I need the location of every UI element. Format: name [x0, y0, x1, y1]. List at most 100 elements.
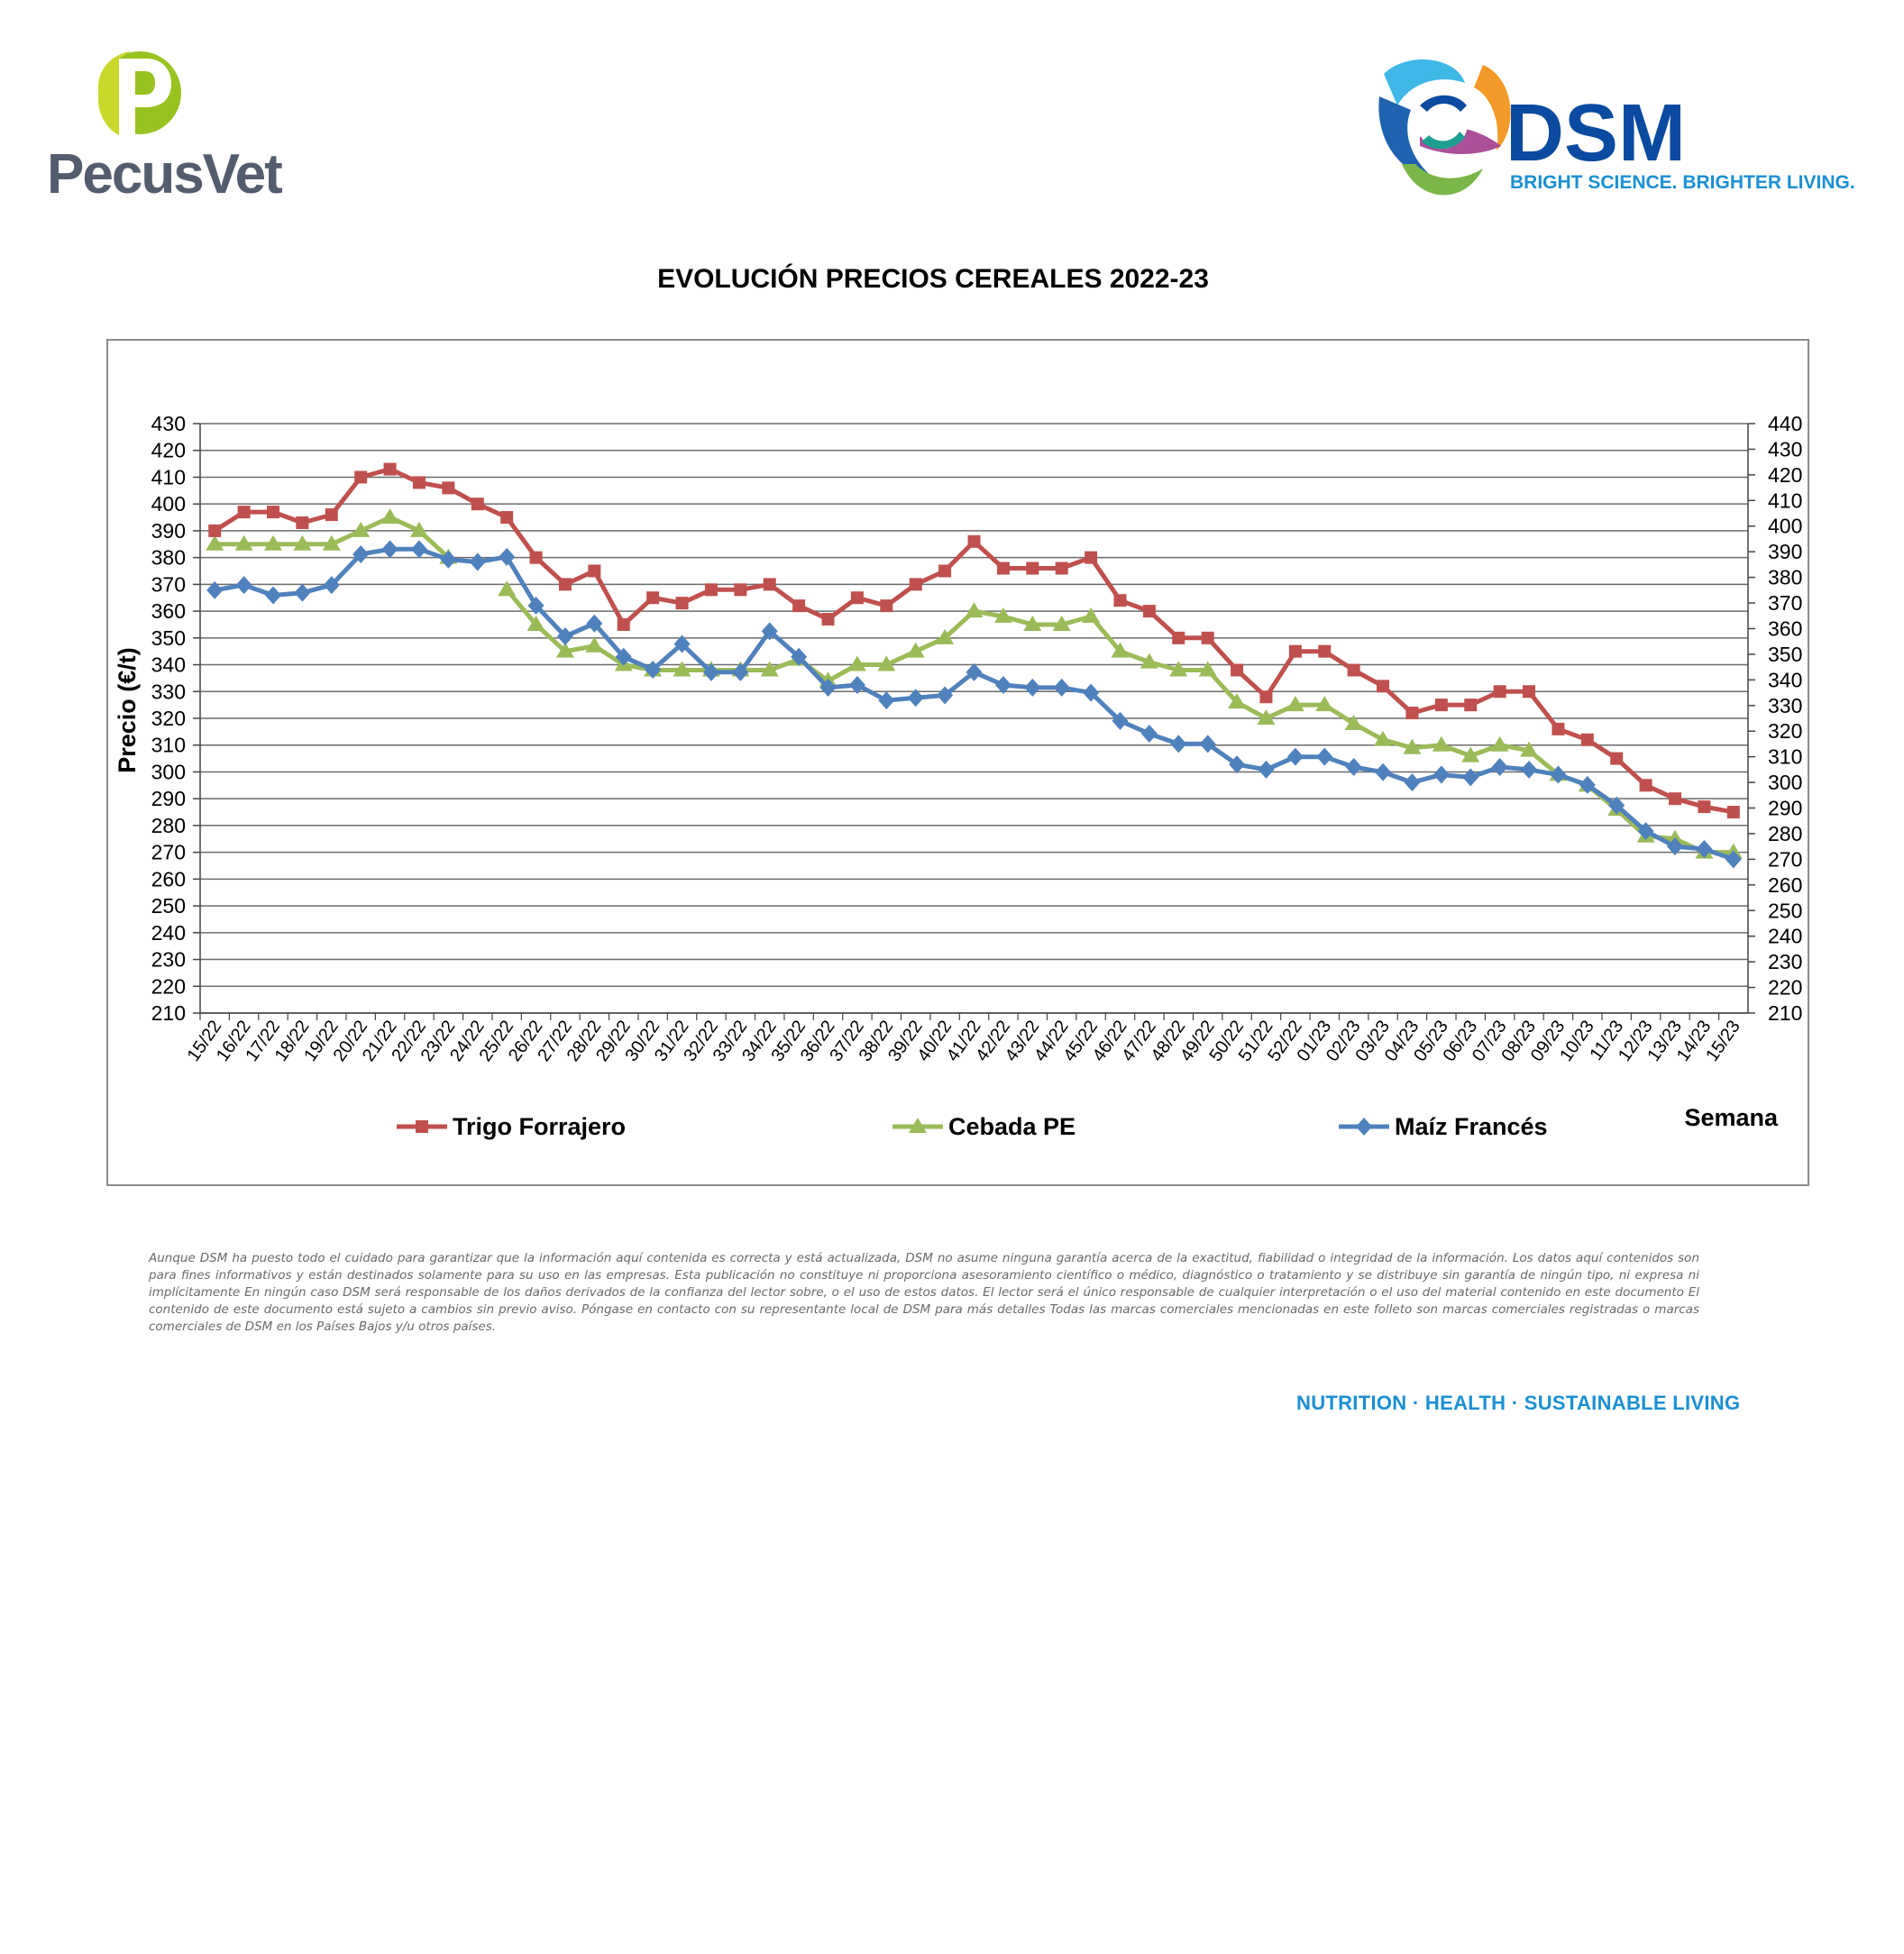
y-tick-label-left: 370 [151, 572, 186, 596]
data-point [410, 540, 427, 559]
data-point [1432, 735, 1451, 752]
data-point [673, 661, 691, 677]
y-tick-label-right: 310 [1768, 745, 1802, 769]
data-point [967, 534, 981, 548]
data-point [469, 552, 486, 571]
y-tick-label-left: 250 [151, 894, 186, 918]
data-point [296, 516, 309, 529]
footer-tagline: NUTRITION · HEALTH · SUSTAINABLE LIVING [1296, 1392, 1741, 1414]
y-tick-label-right: 360 [1768, 616, 1802, 640]
report-title: EVOLUCIÓN PRECIOS CEREALES 2022-23 [657, 264, 1209, 294]
data-point [906, 642, 925, 658]
data-point [1520, 741, 1539, 757]
series-1 [206, 508, 1743, 859]
data-point [586, 614, 603, 633]
data-point [383, 462, 397, 476]
legend-item: Cebada PE [892, 1113, 1076, 1140]
data-point [412, 476, 426, 489]
data-point [1172, 631, 1185, 644]
data-point [1082, 607, 1101, 624]
data-point [909, 578, 922, 591]
data-point [1580, 733, 1594, 746]
data-point [440, 550, 457, 569]
data-point [1315, 696, 1334, 712]
data-point [996, 562, 1010, 575]
y-tick-label-left: 340 [151, 653, 186, 677]
data-point [498, 580, 517, 597]
pecusvet-logo [98, 51, 181, 135]
y-tick-label-left: 390 [151, 519, 186, 543]
disclaimer-text: Aunque DSM ha puesto todo el cuidado par… [149, 1251, 1699, 1334]
y-tick-label-left: 230 [151, 948, 186, 972]
y-tick-label-right: 410 [1768, 488, 1802, 512]
legend-marker [1356, 1118, 1372, 1136]
data-point [380, 508, 399, 525]
data-point [965, 602, 984, 618]
data-point [761, 622, 778, 641]
data-point [1375, 762, 1392, 781]
data-point [237, 506, 251, 519]
data-point [1229, 755, 1246, 774]
y-tick-label-right: 240 [1768, 925, 1802, 948]
data-point [1434, 699, 1448, 712]
data-point [1405, 707, 1419, 720]
data-point [1344, 714, 1363, 730]
data-point [1698, 800, 1711, 814]
dsm-tagline: BRIGHT SCIENCE. BRIGHTER LIVING. [1510, 172, 1855, 193]
y-tick-label-right: 340 [1768, 668, 1802, 691]
data-point [907, 689, 924, 708]
data-point [1024, 678, 1041, 697]
x-axis-label: Semana [1684, 1104, 1779, 1131]
data-point [1286, 696, 1304, 712]
data-point [1257, 709, 1276, 725]
data-point [994, 676, 1012, 695]
y-tick-label-right: 330 [1768, 694, 1802, 717]
dsm-logo-icon [1378, 59, 1511, 196]
data-point [1085, 551, 1098, 564]
data-point [878, 691, 895, 710]
data-point [850, 591, 864, 605]
data-point [1053, 678, 1070, 697]
data-point [206, 580, 224, 599]
legend-label: Cebada PE [948, 1113, 1076, 1140]
data-point [821, 613, 835, 626]
line-chart: 2102202302402502602702802903003103203303… [114, 412, 1802, 1140]
y-axis-label: Precio (€/t) [114, 647, 141, 773]
data-point [734, 583, 747, 597]
legend-marker [416, 1120, 428, 1133]
data-point [1667, 837, 1684, 856]
y-tick-label-right: 390 [1768, 540, 1802, 563]
y-tick-label-left: 420 [151, 439, 186, 462]
data-point [847, 655, 866, 671]
data-point [354, 470, 368, 484]
data-point [936, 628, 955, 644]
data-point [763, 578, 776, 591]
y-tick-label-right: 370 [1768, 591, 1802, 615]
data-point [1259, 690, 1273, 704]
data-point [760, 661, 779, 677]
data-point [877, 655, 896, 671]
data-point [1111, 642, 1130, 658]
data-point [1198, 661, 1217, 677]
y-tick-label-right: 440 [1768, 412, 1802, 435]
data-point [266, 506, 279, 519]
data-point [1433, 765, 1450, 784]
data-point [1258, 760, 1275, 779]
data-point [1374, 730, 1393, 746]
x-axis-ticks: 15/2216/2217/2218/2219/2220/2221/2222/22… [184, 1017, 1744, 1065]
data-point [1112, 711, 1129, 730]
data-point [235, 576, 252, 595]
data-point [558, 578, 572, 591]
chart-frame [106, 339, 1809, 1186]
y-tick-label-left: 290 [151, 787, 186, 810]
data-point [1464, 699, 1478, 712]
data-point [938, 564, 952, 578]
y-tick-label-left: 270 [151, 841, 186, 864]
data-point [588, 564, 601, 578]
y-tick-label-right: 250 [1768, 899, 1802, 922]
data-point [499, 547, 516, 566]
data-point [1552, 722, 1565, 735]
data-point [556, 627, 573, 646]
data-point [471, 498, 484, 511]
y-tick-label-left: 310 [151, 734, 186, 757]
